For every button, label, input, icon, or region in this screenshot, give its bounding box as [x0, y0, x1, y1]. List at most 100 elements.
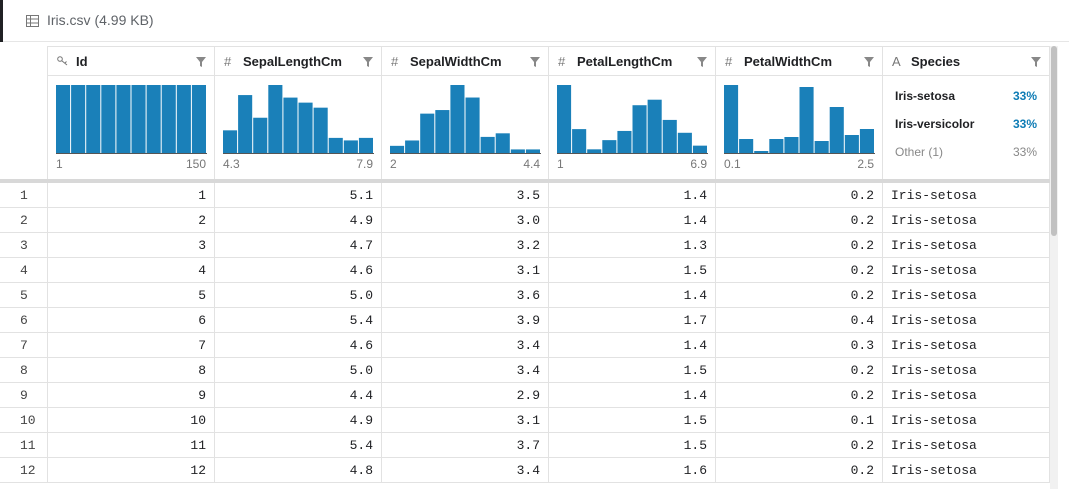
- table-cell: 0.2: [716, 183, 883, 208]
- table-cell: 0.2: [716, 433, 883, 458]
- histogram-bar: [435, 110, 450, 153]
- table-cell: 1.5: [549, 408, 716, 433]
- table-cell: 4.7: [215, 233, 382, 258]
- column-header: Id: [48, 46, 215, 76]
- data-grid: Id 1 150 # SepalLengthCm 4.3 7.9 # SepalWidthCm 2…: [0, 46, 1050, 489]
- histogram-bar: [101, 85, 116, 153]
- table-cell: 5.4: [215, 308, 382, 333]
- histogram-bar: [116, 85, 131, 153]
- hist-min-label: 1: [557, 157, 564, 171]
- histogram-bar: [632, 105, 647, 153]
- column-name: SepalWidthCm: [410, 54, 502, 69]
- type-icon: #: [224, 54, 232, 69]
- table-cell: 4.8: [215, 458, 382, 483]
- histogram-bar: [298, 102, 313, 153]
- table-cell: Iris-setosa: [883, 233, 1050, 258]
- table-cell: 8: [48, 358, 215, 383]
- table-cell: 10: [48, 408, 215, 433]
- row-index: 7: [0, 333, 48, 358]
- table-icon: [26, 15, 39, 27]
- table-cell: 12: [48, 458, 215, 483]
- histogram-bar: [829, 107, 844, 153]
- histogram-bar: [754, 151, 769, 153]
- histogram-bar: [465, 97, 480, 153]
- histogram: [557, 85, 708, 154]
- table-cell: 0.2: [716, 283, 883, 308]
- filter-icon[interactable]: [697, 57, 707, 67]
- summary-cell: 0.1 2.5: [716, 76, 883, 179]
- table-cell: 5.1: [215, 183, 382, 208]
- table-cell: Iris-setosa: [883, 183, 1050, 208]
- table-cell: 1.3: [549, 233, 716, 258]
- summary-cell: 1 6.9: [549, 76, 716, 179]
- histogram-bar: [238, 95, 253, 153]
- histogram-bar: [647, 99, 662, 153]
- table-cell: 0.3: [716, 333, 883, 358]
- category-label: Iris-versicolor: [895, 117, 975, 131]
- row-index: 2: [0, 208, 48, 233]
- histogram-bar: [784, 137, 799, 153]
- histogram-bar: [617, 130, 632, 153]
- row-index: 12: [0, 458, 48, 483]
- histogram-bar: [799, 87, 814, 153]
- filter-shape: [530, 57, 540, 67]
- histogram-bar: [390, 145, 405, 153]
- table-cell: 3.7: [382, 433, 549, 458]
- row-index: 1: [0, 183, 48, 208]
- column-header: # SepalWidthCm: [382, 46, 549, 76]
- column-name: PetalLengthCm: [577, 54, 673, 69]
- table-cell: 3.1: [382, 408, 549, 433]
- table-cell: 1.6: [549, 458, 716, 483]
- hist-max-label: 4.4: [523, 157, 540, 171]
- scroll-thumb[interactable]: [1051, 46, 1057, 236]
- table-cell: 1.4: [549, 383, 716, 408]
- table-cell: 3.2: [382, 233, 549, 258]
- table-cell: 0.2: [716, 208, 883, 233]
- histogram-bar: [677, 132, 692, 153]
- table-cell: 4.6: [215, 258, 382, 283]
- table-cell: Iris-setosa: [883, 208, 1050, 233]
- hist-min-label: 4.3: [223, 157, 240, 171]
- table-cell: 4.9: [215, 408, 382, 433]
- filter-icon[interactable]: [363, 57, 373, 67]
- table-cell: 5.0: [215, 358, 382, 383]
- column-name: Species: [911, 54, 961, 69]
- histogram-bar: [328, 137, 343, 153]
- table-cell: 3.4: [382, 458, 549, 483]
- table-cell: 4: [48, 258, 215, 283]
- filter-icon[interactable]: [864, 57, 874, 67]
- table-cell: 0.1: [716, 408, 883, 433]
- histogram-bar: [313, 107, 328, 153]
- table-cell: 0.4: [716, 308, 883, 333]
- histogram-bar: [131, 85, 146, 153]
- column-header: # PetalLengthCm: [549, 46, 716, 76]
- table-cell: 3.1: [382, 258, 549, 283]
- table-cell: 3.0: [382, 208, 549, 233]
- filter-shape: [697, 57, 707, 67]
- column-header: # PetalWidthCm: [716, 46, 883, 76]
- histogram-bar: [525, 149, 540, 153]
- column-name: PetalWidthCm: [744, 54, 832, 69]
- category-label: Other (1): [895, 145, 944, 159]
- category-label: Iris-setosa: [895, 89, 956, 103]
- table-cell: 4.6: [215, 333, 382, 358]
- key-stem: [61, 60, 68, 66]
- table-cell: 1.4: [549, 333, 716, 358]
- histogram-bar: [283, 97, 298, 153]
- histogram-bar: [769, 139, 784, 153]
- table-cell: 0.2: [716, 358, 883, 383]
- scrollbar: [1050, 46, 1058, 489]
- histogram-bar: [268, 85, 283, 153]
- filter-icon[interactable]: [530, 57, 540, 67]
- histogram-bar: [662, 119, 677, 153]
- table-cell: 2.9: [382, 383, 549, 408]
- histogram-bar: [146, 85, 161, 153]
- key-icon: [57, 56, 68, 66]
- table-cell: Iris-setosa: [883, 458, 1050, 483]
- table-cell: 0.2: [716, 233, 883, 258]
- histogram-bar: [405, 140, 420, 153]
- filter-icon[interactable]: [1031, 57, 1041, 67]
- histogram-bar: [587, 149, 602, 153]
- filter-icon[interactable]: [196, 57, 206, 67]
